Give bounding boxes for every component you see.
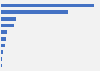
Bar (1, 4, 94, 7)
Bar (1, 64, 2, 67)
Bar (1, 24, 14, 27)
Bar (1, 37, 6, 41)
Bar (1, 17, 16, 21)
Bar (1, 10, 68, 14)
Bar (1, 44, 5, 47)
Bar (1, 30, 7, 34)
Bar (1, 57, 2, 61)
Bar (1, 50, 3, 54)
